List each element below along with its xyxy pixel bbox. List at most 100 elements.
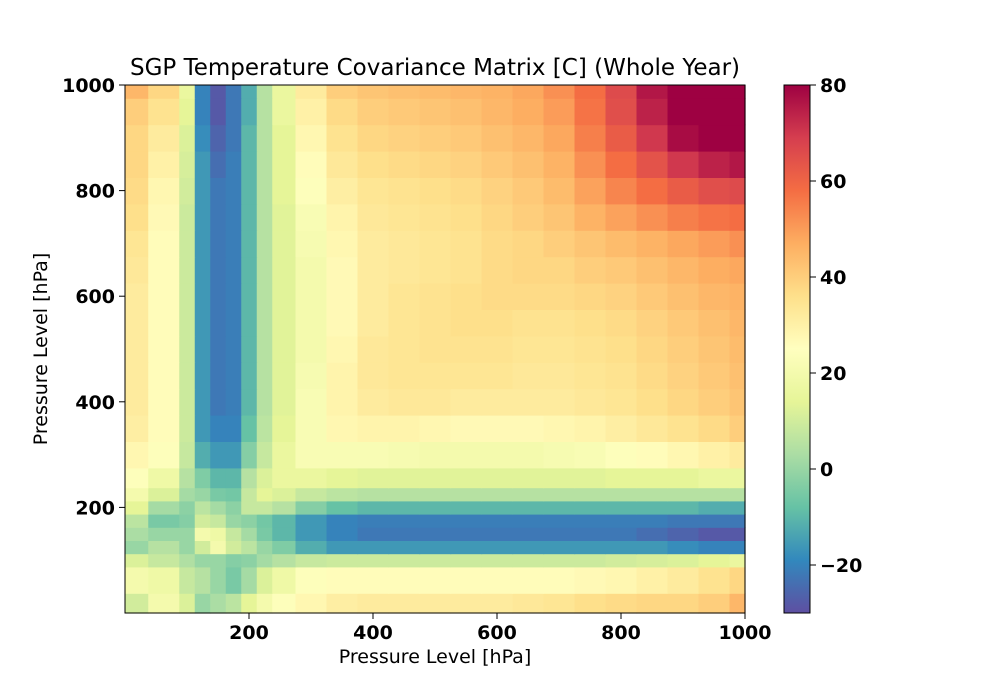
heatmap-cell	[272, 487, 297, 502]
heatmap-cell	[512, 98, 545, 126]
heatmap-cell	[272, 256, 297, 284]
heatmap-cell	[636, 467, 669, 489]
heatmap-cell	[225, 362, 242, 390]
heatmap-cell	[272, 514, 297, 528]
heatmap-cell	[388, 177, 421, 205]
heatmap-cell	[125, 283, 149, 310]
heatmap-cell	[272, 335, 297, 363]
heatmap-cell	[729, 500, 746, 515]
heatmap-cell	[272, 500, 297, 515]
heatmap-cell	[419, 309, 452, 337]
heatmap-cell	[241, 151, 258, 178]
heatmap-cell	[179, 98, 196, 126]
colorbar-tick-label: 80	[820, 75, 846, 97]
heatmap-cell	[241, 388, 258, 416]
heatmap-cell	[125, 177, 149, 205]
heatmap-cell	[481, 177, 514, 205]
heatmap-cell	[225, 527, 242, 541]
heatmap-cell	[125, 527, 149, 541]
heatmap-cell	[419, 85, 452, 99]
heatmap-cell	[125, 415, 149, 442]
heatmap-cell	[450, 98, 483, 126]
heatmap-cell	[636, 514, 669, 528]
heatmap-cell	[543, 85, 576, 99]
heatmap-cell	[148, 98, 180, 126]
heatmap-cell	[357, 593, 390, 614]
heatmap-cell	[729, 593, 746, 614]
x-tick-label: 800	[601, 622, 641, 644]
heatmap-cell	[481, 151, 514, 178]
heatmap-cell	[194, 593, 211, 614]
heatmap-cell	[388, 415, 421, 442]
heatmap-cell	[210, 177, 227, 205]
heatmap-cell	[574, 540, 607, 555]
heatmap-cell	[326, 362, 359, 390]
y-tick-label: 1000	[62, 75, 115, 97]
heatmap-cell	[419, 151, 452, 178]
heatmap-cell	[148, 362, 180, 390]
heatmap-cell	[256, 98, 273, 126]
heatmap-cell	[179, 230, 196, 258]
heatmap-cell	[194, 388, 211, 416]
heatmap-cell	[450, 527, 483, 541]
heatmap-cell	[636, 309, 669, 337]
heatmap-cell	[543, 467, 576, 489]
heatmap-cell	[698, 98, 731, 126]
heatmap-cell	[179, 593, 196, 614]
heatmap-cell	[605, 441, 638, 469]
heatmap-cell	[729, 527, 746, 541]
heatmap-cells	[125, 85, 746, 614]
heatmap-cell	[729, 177, 746, 205]
heatmap-cell	[194, 85, 211, 99]
heatmap-cell	[357, 388, 390, 416]
heatmap-cell	[543, 500, 576, 515]
heatmap-cell	[241, 441, 258, 469]
heatmap-cell	[241, 256, 258, 284]
heatmap-cell	[388, 487, 421, 502]
heatmap-cell	[636, 553, 669, 568]
heatmap-cell	[512, 388, 545, 416]
heatmap-cell	[698, 566, 731, 594]
heatmap-cell	[636, 177, 669, 205]
heatmap-cell	[225, 283, 242, 310]
heatmap-cell	[272, 151, 297, 178]
colorbar-tick-label: 0	[820, 459, 833, 481]
heatmap-cell	[729, 540, 746, 555]
heatmap-cell	[667, 98, 700, 126]
heatmap-cell	[272, 230, 297, 258]
y-tick-label: 800	[75, 181, 115, 203]
heatmap-cell	[512, 467, 545, 489]
heatmap-cell	[512, 415, 545, 442]
heatmap-cell	[636, 98, 669, 126]
heatmap-cell	[125, 98, 149, 126]
heatmap-cell	[636, 203, 669, 231]
heatmap-cell	[125, 362, 149, 390]
heatmap-cell	[148, 256, 180, 284]
heatmap-cell	[241, 553, 258, 568]
heatmap-cell	[729, 85, 746, 99]
heatmap-cell	[419, 98, 452, 126]
heatmap-cell	[272, 415, 297, 442]
heatmap-cell	[241, 230, 258, 258]
heatmap-cell	[388, 566, 421, 594]
heatmap-cell	[225, 553, 242, 568]
heatmap-cell	[241, 98, 258, 126]
heatmap-cell	[667, 362, 700, 390]
heatmap-cell	[667, 85, 700, 99]
heatmap-cell	[543, 230, 576, 258]
heatmap-cell	[148, 388, 180, 416]
heatmap-cell	[419, 553, 452, 568]
heatmap-cell	[179, 151, 196, 178]
heatmap-cell	[388, 256, 421, 284]
heatmap-cell	[636, 441, 669, 469]
heatmap-cell	[667, 566, 700, 594]
colorbar-tick-label: 20	[820, 363, 846, 385]
heatmap-cell	[179, 487, 196, 502]
heatmap-cell	[388, 514, 421, 528]
heatmap-cell	[225, 309, 242, 337]
heatmap-cell	[512, 85, 545, 99]
heatmap-cell	[481, 500, 514, 515]
heatmap-cell	[256, 415, 273, 442]
heatmap-cell	[179, 283, 196, 310]
heatmap-cell	[125, 593, 149, 614]
